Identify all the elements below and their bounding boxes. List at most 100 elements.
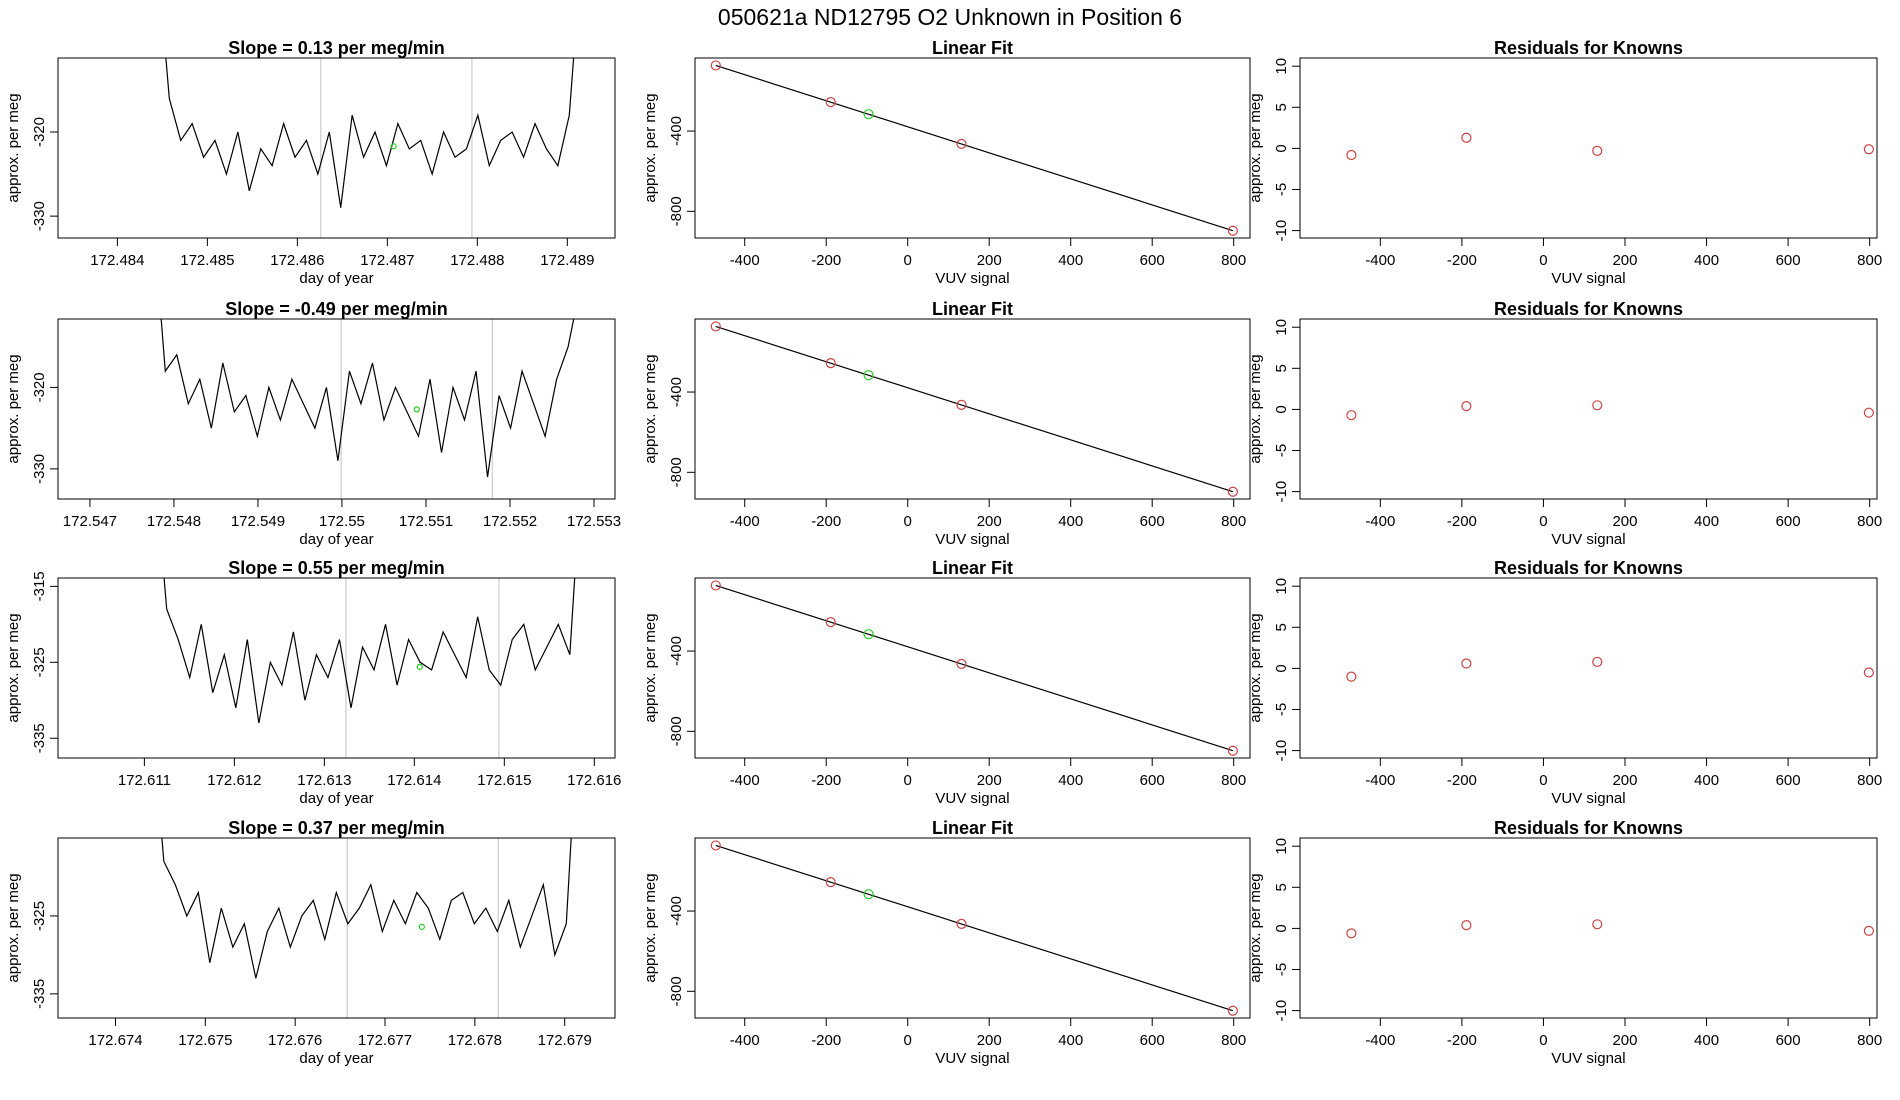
- x-tick-label: 200: [977, 513, 1002, 530]
- point: [1863, 144, 1874, 155]
- x-tick-label: -200: [1447, 252, 1477, 269]
- x-tick-label: 172.616: [567, 772, 621, 789]
- x-tick-label: 600: [1140, 513, 1165, 530]
- x-tick-label: -400: [1365, 252, 1395, 269]
- y-tick-label: 5: [1273, 364, 1290, 372]
- panel-title: Linear Fit: [932, 558, 1013, 578]
- panel-title: Linear Fit: [932, 299, 1013, 319]
- plot-frame: [694, 318, 1251, 500]
- x-tick-label: 172.486: [270, 252, 324, 269]
- panel-title: Slope = -0.49 per meg/min: [225, 299, 448, 319]
- point: [825, 617, 836, 628]
- x-tick-label: 172.489: [540, 252, 594, 269]
- x-axis-label: VUV signal: [935, 1050, 1009, 1067]
- point: [1461, 132, 1472, 143]
- x-tick-label: -400: [1365, 1032, 1395, 1049]
- x-tick-label: 200: [1612, 772, 1637, 789]
- point: [1346, 928, 1357, 939]
- plot-area: [710, 60, 1238, 236]
- plot-frame: [57, 57, 616, 239]
- x-tick-label: 0: [1539, 252, 1547, 269]
- x-tick-label: 600: [1776, 513, 1801, 530]
- fit-line: [715, 64, 1234, 232]
- y-axis-label: approx. per meg: [5, 613, 22, 722]
- panel-title: Residuals for Knowns: [1494, 558, 1683, 578]
- series-line: [160, 319, 575, 478]
- point: [956, 138, 967, 149]
- y-tick-label: -10: [1273, 740, 1290, 762]
- x-tick-label: -200: [1447, 772, 1477, 789]
- y-tick-label: -800: [668, 976, 685, 1006]
- y-tick-label: -10: [1273, 481, 1290, 503]
- x-tick-label: 600: [1776, 1032, 1801, 1049]
- x-tick-label: 172.485: [180, 252, 234, 269]
- x-tick-label: 172.675: [178, 1032, 232, 1049]
- highlight-point: [413, 406, 420, 413]
- x-axis-label: VUV signal: [935, 270, 1009, 287]
- x-tick-label: 172.614: [387, 772, 441, 789]
- y-tick-label: -5: [1273, 703, 1290, 716]
- x-tick-label: -200: [811, 513, 841, 530]
- y-axis-label: approx. per meg: [1247, 613, 1264, 722]
- y-axis-label: approx. per meg: [642, 354, 659, 463]
- x-tick-label: 600: [1776, 772, 1801, 789]
- x-tick-label: 0: [1539, 513, 1547, 530]
- x-tick-label: 200: [1612, 513, 1637, 530]
- plot-frame: [694, 577, 1251, 759]
- x-tick-label: 200: [1612, 1032, 1637, 1049]
- point: [1863, 407, 1874, 418]
- x-tick-label: 172.547: [63, 513, 117, 530]
- point: [956, 918, 967, 929]
- x-tick-label: 172.551: [399, 513, 453, 530]
- y-tick-label: -315: [31, 571, 48, 601]
- highlight-point: [416, 663, 423, 670]
- x-tick-label: 200: [977, 252, 1002, 269]
- x-tick-label: 172.615: [477, 772, 531, 789]
- plot-frame: [694, 837, 1251, 1019]
- y-tick-label: 10: [1273, 838, 1290, 855]
- x-tick-label: 172.549: [231, 513, 285, 530]
- series-line: [165, 58, 575, 208]
- x-tick-label: 600: [1140, 1032, 1165, 1049]
- x-tick-label: -200: [811, 1032, 841, 1049]
- point: [710, 840, 721, 851]
- y-tick-label: -320: [31, 372, 48, 402]
- x-tick-label: 172.676: [268, 1032, 322, 1049]
- x-tick-label: 800: [1857, 1032, 1882, 1049]
- x-axis-label: VUV signal: [1551, 270, 1625, 287]
- plot-area: [710, 840, 1238, 1016]
- panel-title: Slope = 0.13 per meg/min: [228, 38, 445, 58]
- x-tick-label: -400: [730, 772, 760, 789]
- panel-title: Residuals for Knowns: [1494, 299, 1683, 319]
- x-tick-label: 172.678: [448, 1032, 502, 1049]
- x-tick-label: 172.611: [118, 772, 171, 789]
- point: [1227, 745, 1238, 756]
- plot-area: [1346, 656, 1874, 682]
- point: [1227, 1005, 1238, 1016]
- y-axis-label: approx. per meg: [642, 93, 659, 202]
- x-tick-label: 0: [904, 252, 912, 269]
- x-tick-label: 600: [1776, 252, 1801, 269]
- x-tick-label: 0: [904, 1032, 912, 1049]
- point: [1592, 400, 1603, 411]
- point: [1346, 671, 1357, 682]
- x-tick-label: -400: [730, 1032, 760, 1049]
- fit-line: [715, 844, 1234, 1012]
- point: [1346, 149, 1357, 161]
- plot-frame: [1299, 577, 1878, 759]
- y-tick-label: -10: [1273, 1000, 1290, 1022]
- panel-title: Slope = 0.55 per meg/min: [228, 558, 445, 578]
- plot-frame: [1299, 318, 1878, 500]
- x-tick-label: 172.679: [538, 1032, 592, 1049]
- x-tick-label: 172.553: [567, 513, 621, 530]
- x-tick-label: 172.488: [450, 252, 504, 269]
- y-tick-label: 5: [1273, 883, 1290, 891]
- panel-title: Residuals for Knowns: [1494, 38, 1683, 58]
- x-tick-label: 400: [1058, 772, 1083, 789]
- plot-frame: [57, 318, 616, 500]
- x-tick-label: 800: [1221, 1032, 1246, 1049]
- point: [1461, 658, 1472, 669]
- highlight-point: [418, 923, 425, 930]
- y-tick-label: -325: [31, 901, 48, 931]
